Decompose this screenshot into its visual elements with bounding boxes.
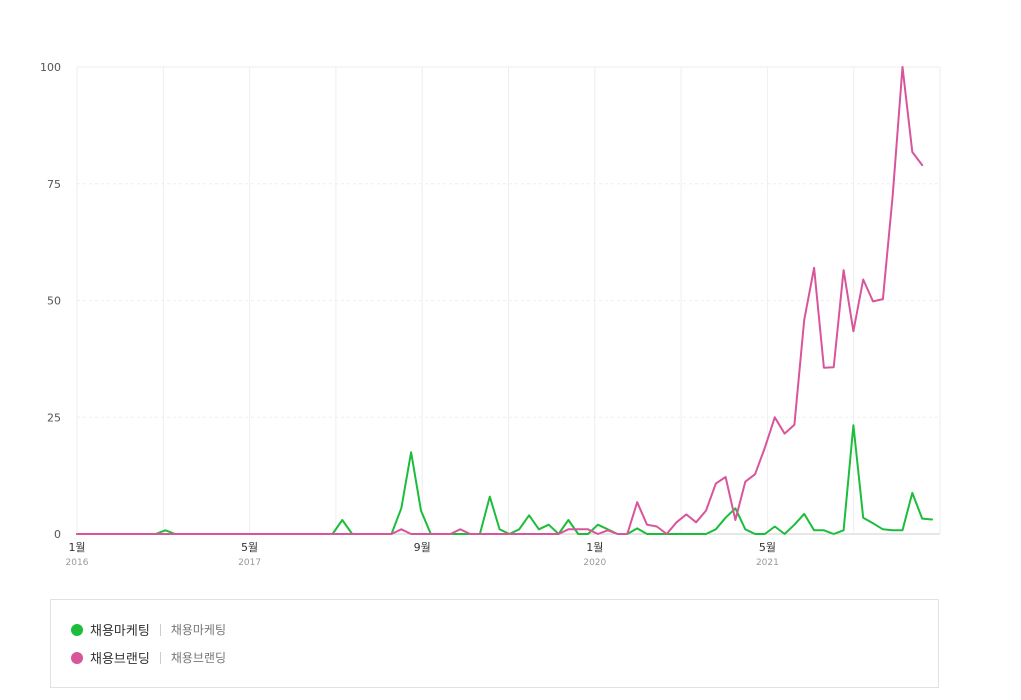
y-tick-label: 50	[47, 295, 61, 308]
series-lines	[76, 66, 933, 535]
series-line-marketing[interactable]	[76, 424, 933, 535]
legend-item-branding[interactable]: 채용브랜딩 채용브랜딩	[71, 648, 226, 667]
legend-sublabel-branding: 채용브랜딩	[170, 651, 227, 665]
legend: 채용마케팅 채용마케팅 채용브랜딩 채용브랜딩	[50, 599, 939, 688]
y-tick-label: 25	[47, 411, 61, 424]
x-tick-label: 9월	[414, 541, 431, 554]
x-tick-label: 5월	[759, 541, 776, 554]
legend-label-marketing: 채용마케팅	[90, 624, 150, 639]
legend-separator	[159, 651, 161, 664]
y-tick-label: 100	[40, 61, 61, 74]
line-chart: 0 25 50 75 100 1월 2016 5월 2017 9월 1월 2020 5월 2021	[40, 61, 941, 568]
y-tick-label: 0	[54, 528, 61, 541]
x-tick-year-label: 2017	[238, 558, 261, 568]
x-tick-year-label: 2021	[756, 558, 779, 568]
legend-dot-marketing	[71, 623, 83, 636]
legend-item-marketing[interactable]: 채용마케팅 채용마케팅	[71, 620, 226, 639]
legend-dot-branding	[71, 651, 83, 664]
x-tick-year-label: 2016	[66, 558, 89, 568]
legend-label-branding: 채용브랜딩	[90, 652, 150, 667]
x-tick-year-label: 2020	[583, 558, 606, 568]
x-axis: 1월 2016 5월 2017 9월 1월 2020 5월 2021	[66, 541, 779, 568]
x-tick-label: 1월	[586, 541, 603, 554]
y-tick-label: 75	[47, 178, 61, 191]
legend-sublabel-marketing: 채용마케팅	[170, 623, 227, 637]
x-tick-label: 5월	[241, 541, 258, 554]
grid	[76, 66, 941, 535]
legend-separator	[159, 623, 161, 636]
x-tick-label: 1월	[68, 541, 85, 554]
series-line-branding[interactable]	[76, 66, 924, 535]
y-axis: 0 25 50 75 100	[40, 61, 61, 541]
